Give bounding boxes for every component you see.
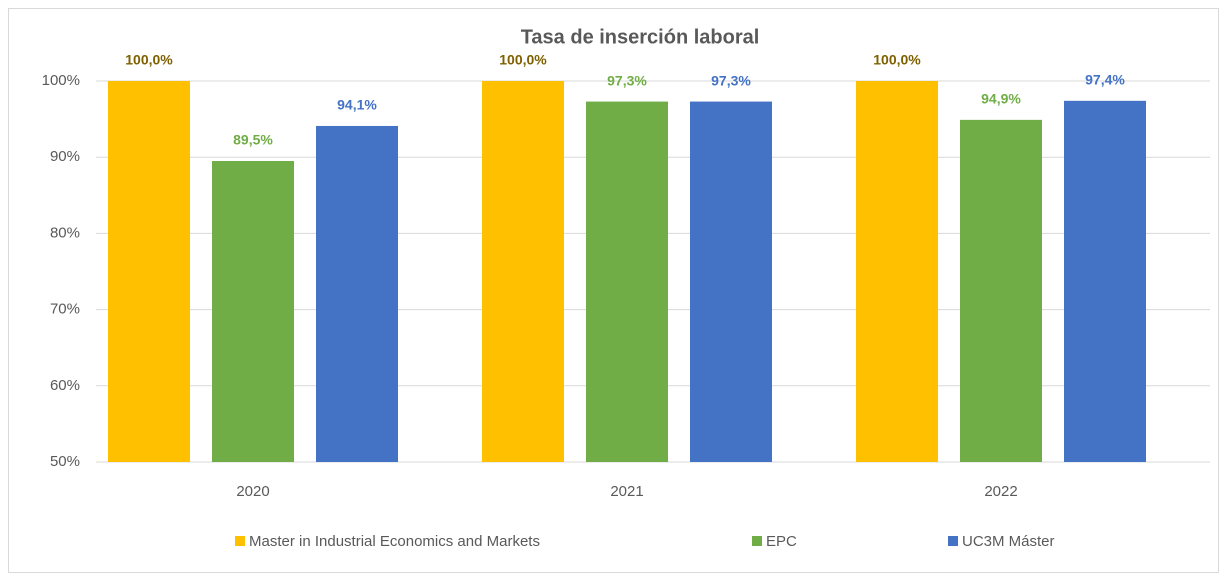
value-label: 97,3% bbox=[607, 72, 647, 88]
y-tick-label: 90% bbox=[50, 148, 80, 165]
legend-label: EPC bbox=[766, 533, 797, 550]
bar bbox=[960, 119, 1042, 462]
legend-swatch bbox=[752, 536, 762, 546]
value-label: 97,3% bbox=[711, 72, 751, 88]
y-tick-label: 100% bbox=[42, 72, 80, 89]
value-label: 94,9% bbox=[981, 91, 1021, 107]
bar bbox=[856, 81, 938, 462]
legend-swatch bbox=[948, 536, 958, 546]
value-label: 100,0% bbox=[125, 52, 173, 68]
bar bbox=[1064, 100, 1146, 462]
value-label: 97,4% bbox=[1085, 72, 1125, 88]
value-label: 89,5% bbox=[233, 132, 273, 148]
legend-label: Master in Industrial Economics and Marke… bbox=[249, 533, 540, 550]
value-label: 100,0% bbox=[499, 52, 547, 68]
x-tick-label: 2022 bbox=[984, 483, 1017, 500]
chart-title: Tasa de inserción laboral bbox=[521, 26, 760, 48]
value-label: 94,1% bbox=[337, 97, 377, 113]
y-tick-label: 60% bbox=[50, 377, 80, 394]
bar bbox=[586, 101, 668, 462]
x-tick-label: 2020 bbox=[236, 483, 269, 500]
x-tick-label: 2021 bbox=[610, 483, 643, 500]
y-tick-label: 70% bbox=[50, 301, 80, 318]
bar bbox=[316, 125, 398, 462]
bar bbox=[212, 161, 294, 462]
bar bbox=[690, 101, 772, 462]
y-tick-label: 80% bbox=[50, 224, 80, 241]
value-label: 100,0% bbox=[873, 52, 921, 68]
legend-label: UC3M Máster bbox=[962, 533, 1055, 550]
y-tick-label: 50% bbox=[50, 453, 80, 470]
bar bbox=[482, 81, 564, 462]
legend-swatch bbox=[235, 536, 245, 546]
bar bbox=[108, 81, 190, 462]
